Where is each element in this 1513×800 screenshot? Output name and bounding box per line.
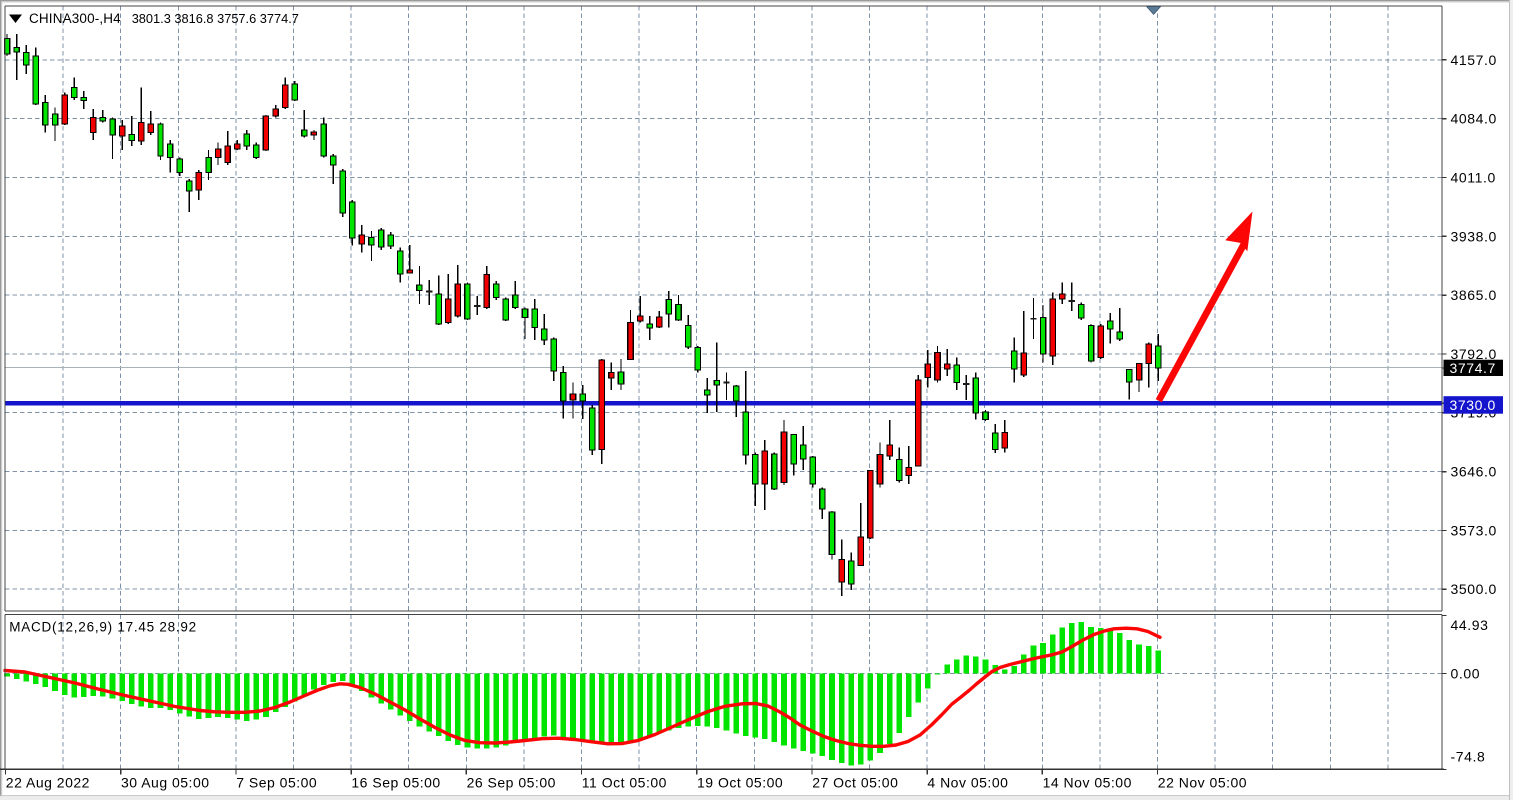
svg-text:4157.0: 4157.0 [1451,52,1497,68]
svg-text:22 Aug 2022: 22 Aug 2022 [6,775,90,791]
svg-text:11 Oct 05:00: 11 Oct 05:00 [582,775,667,791]
svg-text:4084.0: 4084.0 [1451,111,1497,127]
svg-text:44.93: 44.93 [1451,617,1489,633]
svg-text:0.00: 0.00 [1451,666,1481,682]
svg-text:3774.7: 3774.7 [1450,360,1496,376]
svg-text:CHINA300-,H4: CHINA300-,H4 [29,11,121,26]
svg-text:3792.0: 3792.0 [1451,346,1497,362]
svg-text:3938.0: 3938.0 [1451,228,1497,244]
svg-text:16 Sep 05:00: 16 Sep 05:00 [351,775,440,791]
svg-text:4011.0: 4011.0 [1451,169,1496,185]
svg-text:-74.8: -74.8 [1451,749,1486,765]
svg-text:26 Sep 05:00: 26 Sep 05:00 [467,775,556,791]
svg-text:27 Oct 05:00: 27 Oct 05:00 [812,775,898,791]
svg-text:3801.3 3816.8 3757.6 3774.7: 3801.3 3816.8 3757.6 3774.7 [132,11,299,26]
svg-text:3573.0: 3573.0 [1451,522,1497,538]
svg-text:19 Oct 05:00: 19 Oct 05:00 [697,775,783,791]
svg-text:3646.0: 3646.0 [1451,464,1497,480]
svg-text:30 Aug 05:00: 30 Aug 05:00 [121,775,210,791]
svg-text:4 Nov 05:00: 4 Nov 05:00 [927,775,1008,791]
svg-text:7 Sep 05:00: 7 Sep 05:00 [236,775,317,791]
svg-text:14 Nov 05:00: 14 Nov 05:00 [1043,775,1132,791]
svg-text:3865.0: 3865.0 [1451,287,1497,303]
svg-text:3730.0: 3730.0 [1450,397,1496,413]
svg-text:3500.0: 3500.0 [1451,581,1497,597]
svg-text:MACD(12,26,9) 17.45 28.92: MACD(12,26,9) 17.45 28.92 [9,620,197,635]
svg-text:22 Nov 05:00: 22 Nov 05:00 [1158,775,1247,791]
